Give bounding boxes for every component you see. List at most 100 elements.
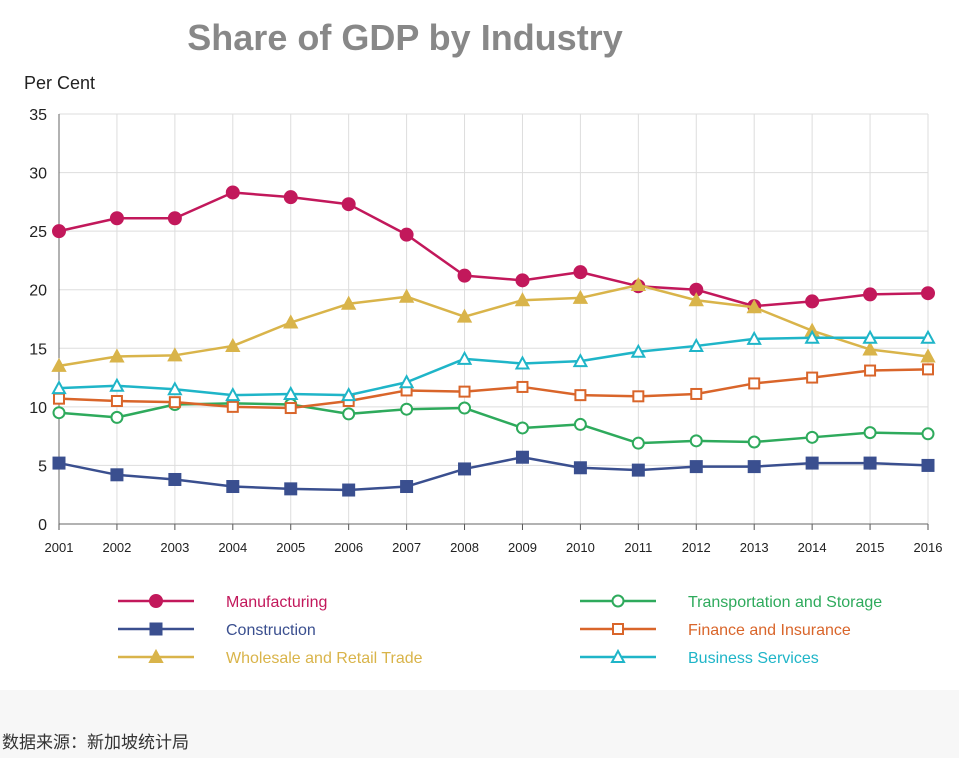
data-point (573, 417, 587, 431)
data-point (167, 381, 183, 396)
legend-item: Finance and Insurance (580, 622, 851, 639)
series-business-services (51, 329, 936, 402)
data-point (109, 211, 124, 226)
legend-label: Construction (226, 622, 316, 639)
legend-item: Transportation and Storage (580, 594, 882, 611)
data-point (689, 460, 703, 474)
data-point (920, 329, 936, 344)
data-point (458, 462, 472, 476)
x-tick-label: 2013 (740, 540, 769, 555)
chart-figure: Share of GDP by Industry Per Cent 0 5 10 15… (2, 17, 943, 753)
x-tick-label: 2001 (45, 540, 74, 555)
data-point (110, 395, 123, 407)
legend-marker (149, 622, 163, 636)
y-tick-label: 0 (38, 517, 47, 534)
x-tick-label: 2014 (798, 540, 827, 555)
x-tick-label: 2015 (856, 540, 885, 555)
data-point (341, 197, 356, 212)
data-point (805, 456, 819, 470)
line-chart: Share of GDP by Industry Per Cent 0 5 10 15… (24, 17, 942, 667)
y-tick-label: 10 (29, 400, 47, 417)
x-tick-label: 2011 (624, 540, 652, 555)
data-point (921, 286, 935, 301)
data-point (457, 268, 472, 283)
data-point (225, 387, 241, 402)
data-point (284, 482, 298, 496)
data-point (573, 461, 587, 475)
x-tick-label: 2007 (392, 540, 421, 555)
legend-label: Transportation and Storage (688, 594, 882, 611)
y-axis-label: Per Cent (24, 73, 95, 93)
legend-marker (611, 594, 625, 608)
series-line (58, 336, 928, 397)
data-point (632, 390, 645, 403)
data-point (284, 402, 297, 415)
series-line (58, 283, 929, 368)
data-point (748, 377, 761, 390)
x-tick-label: 2012 (682, 540, 711, 555)
data-point (630, 343, 647, 358)
legend: Manufacturing Construction Wholesale and R… (118, 594, 882, 667)
axes: 0 5 10 15 20 25 30 35 2001 2002 2003 2004 2005 2006 20… (29, 107, 942, 555)
data-point (168, 396, 181, 409)
x-tick-label: 2002 (102, 540, 131, 555)
legend-label: Manufacturing (226, 594, 327, 611)
data-point (52, 224, 66, 239)
data-point (458, 385, 471, 398)
data-point (746, 330, 762, 345)
data-point (747, 435, 761, 449)
y-tick-label: 20 (29, 283, 47, 300)
x-tick-label: 2009 (508, 540, 537, 555)
data-point (225, 185, 240, 200)
data-point (225, 337, 241, 352)
x-tick-label: 2010 (566, 540, 595, 555)
legend-label: Finance and Insurance (688, 622, 851, 639)
data-point (399, 227, 414, 242)
data-point (515, 450, 529, 464)
data-point (631, 436, 645, 450)
series-line (58, 455, 929, 492)
data-point (456, 350, 473, 365)
y-tick-label: 30 (29, 166, 47, 183)
data-point (283, 314, 299, 329)
data-point (53, 392, 65, 405)
data-point (572, 353, 589, 368)
y-tick-label: 35 (29, 107, 47, 124)
data-point (863, 287, 878, 302)
data-point (458, 401, 472, 415)
data-point (167, 211, 182, 226)
x-tick-label: 2004 (218, 540, 247, 555)
legend-marker (149, 594, 163, 608)
data-point (456, 308, 473, 323)
x-tick-label: 2008 (450, 540, 479, 555)
legend-item: Business Services (580, 648, 819, 667)
data-point (398, 374, 415, 389)
legend-label: Wholesale and Retail Trade (226, 650, 423, 667)
data-point (110, 410, 124, 424)
data-point (52, 406, 66, 420)
data-point (168, 472, 182, 486)
data-point (747, 460, 761, 474)
series-transportation-and-storage (52, 396, 935, 450)
data-point (400, 402, 414, 416)
data-point (688, 337, 704, 352)
data-point (109, 377, 125, 392)
data-point (804, 329, 820, 344)
data-point (921, 458, 935, 472)
data-point (342, 483, 356, 497)
series-manufacturing (52, 185, 935, 314)
data-point (514, 292, 531, 307)
data-point (340, 387, 357, 402)
data-point (864, 364, 877, 377)
x-tick-label: 2003 (160, 540, 189, 555)
x-tick-label: 2016 (914, 540, 943, 555)
data-point (630, 276, 647, 292)
data-point (805, 294, 820, 309)
data-point (283, 190, 298, 205)
data-point (689, 434, 703, 448)
data-point (631, 463, 645, 477)
data-point (922, 363, 934, 376)
legend-marker (612, 623, 624, 635)
data-point (862, 341, 878, 356)
data-point (921, 427, 935, 441)
